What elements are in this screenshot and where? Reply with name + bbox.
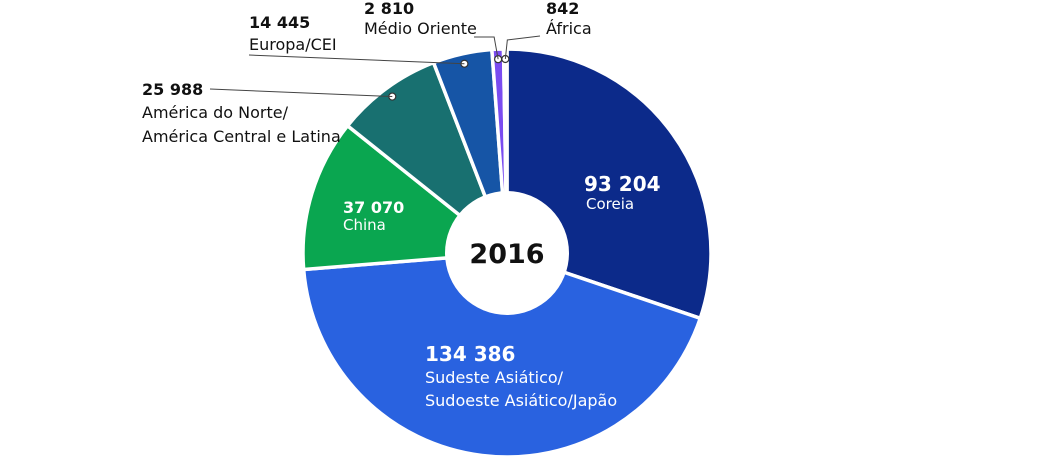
slice-value-label-4: 14 445	[249, 13, 310, 32]
leader-line-3	[209, 88, 393, 98]
pie-slice-1	[301, 251, 703, 456]
leader-line-4	[248, 54, 465, 65]
leader-line-6	[504, 35, 541, 60]
slices-group	[301, 47, 713, 456]
slice-name-label-3a: América do Norte/	[142, 103, 289, 122]
slice-value-label-3: 25 988	[142, 80, 203, 99]
slice-name-label-0: Coreia	[586, 195, 634, 213]
leader-lines-group	[209, 35, 541, 101]
slice-value-label-5: 2 810	[364, 0, 414, 18]
slice-value-label-1: 134 386	[425, 342, 515, 366]
slice-name-label-3b: América Central e Latina	[142, 127, 341, 146]
center-year-label: 2016	[469, 239, 544, 270]
slice-value-label-6: 842	[546, 0, 579, 18]
pie-slice-3	[345, 60, 509, 255]
slice-name-label-1a: Sudeste Asiático/	[425, 368, 564, 387]
slice-name-label-6: África	[546, 19, 592, 38]
slice-name-label-5: Médio Oriente	[364, 19, 477, 38]
slice-name-label-4: Europa/CEI	[249, 35, 337, 54]
leader-line-5	[474, 36, 499, 60]
center-hole	[445, 191, 569, 315]
slice-name-label-1b: Sudoeste Asiático/Japão	[425, 391, 617, 410]
slice-name-label-2: China	[343, 216, 386, 234]
slice-value-label-0: 93 204	[584, 172, 661, 196]
slice-value-label-2: 37 070	[343, 198, 404, 217]
